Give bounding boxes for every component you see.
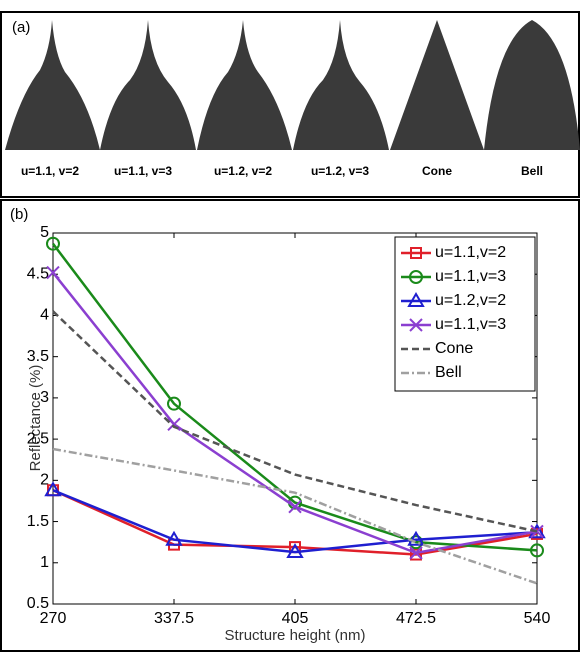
shape [5, 20, 100, 150]
y-tick-label: 4 [40, 307, 49, 324]
shape-label: u=1.2, v=3 [311, 164, 369, 178]
y-tick-label: 3.5 [27, 348, 49, 365]
series-line [52, 447, 538, 585]
y-tick-label: 5 [40, 224, 49, 241]
series-line [52, 489, 538, 556]
shape [293, 20, 389, 150]
y-tick-label: 0.5 [27, 595, 49, 612]
shape-labels: u=1.1, v=2 u=1.1, v=3 u=1.2, v=2 u=1.2, v=3… [21, 164, 543, 178]
marker [167, 396, 181, 411]
legend-label: u=1.2,v=2 [435, 292, 506, 309]
y-tick-label: 2 [40, 472, 49, 489]
series-line [52, 310, 538, 533]
legend: u=1.1,v=2 u=1.1,v=3 u=1.2,v=2 u=1.1,v=3 Cone… [394, 236, 536, 392]
panel-a-frame [0, 11, 580, 198]
plot: 0.5 1 1.5 2 2.5 3 3.5 4 4.5 5 270 337.5 405 472.5 540 u… [27, 224, 551, 627]
y-tick-label: 1.5 [27, 513, 49, 530]
shape [100, 20, 196, 150]
marker [410, 548, 422, 561]
marker [165, 530, 183, 546]
x-tick-label: 337.5 [154, 610, 194, 627]
legend-label: Bell [435, 364, 462, 381]
shape-label: u=1.2, v=2 [214, 164, 272, 178]
marker [409, 546, 423, 560]
shape [390, 20, 484, 150]
legend-label: u=1.1,v=3 [435, 316, 506, 333]
x-tick-label: 270 [40, 610, 67, 627]
x-tick-label: 472.5 [396, 610, 436, 627]
marker [530, 524, 544, 539]
y-tick-label: 1 [40, 554, 49, 571]
marker [44, 481, 62, 497]
legend-frame [394, 236, 536, 392]
marker [288, 500, 302, 514]
panel-label: (a) [12, 19, 30, 36]
shape [197, 20, 292, 150]
y-axis-title: Reflectance (%) [27, 365, 44, 472]
y-tick-label: 4.5 [27, 265, 49, 282]
shape-label: u=1.1, v=2 [21, 164, 79, 178]
panel-label: (b) [10, 206, 28, 223]
marker [409, 318, 423, 332]
legend-label: u=1.1,v=3 [435, 268, 506, 285]
marker [407, 530, 425, 546]
shape [484, 20, 580, 150]
x-axis-title: Structure height (nm) [225, 627, 366, 644]
legend-label: u=1.1,v=2 [435, 244, 506, 261]
marker [409, 270, 423, 284]
marker [46, 265, 60, 280]
x-tick-label: 540 [524, 610, 551, 627]
marker [46, 236, 60, 251]
marker [530, 543, 544, 558]
series-line [52, 489, 538, 554]
shape-label: Cone [422, 164, 452, 178]
marker [286, 543, 304, 559]
marker [407, 292, 425, 307]
marker [410, 247, 422, 259]
y-tick-label: 2.5 [27, 430, 49, 447]
y-tick-label: 3 [40, 389, 49, 406]
shape-label: Bell [521, 164, 543, 178]
x-tick-label: 405 [282, 610, 309, 627]
legend-label: Cone [435, 340, 473, 357]
shape-label: u=1.1, v=3 [114, 164, 172, 178]
shapes [5, 20, 580, 150]
